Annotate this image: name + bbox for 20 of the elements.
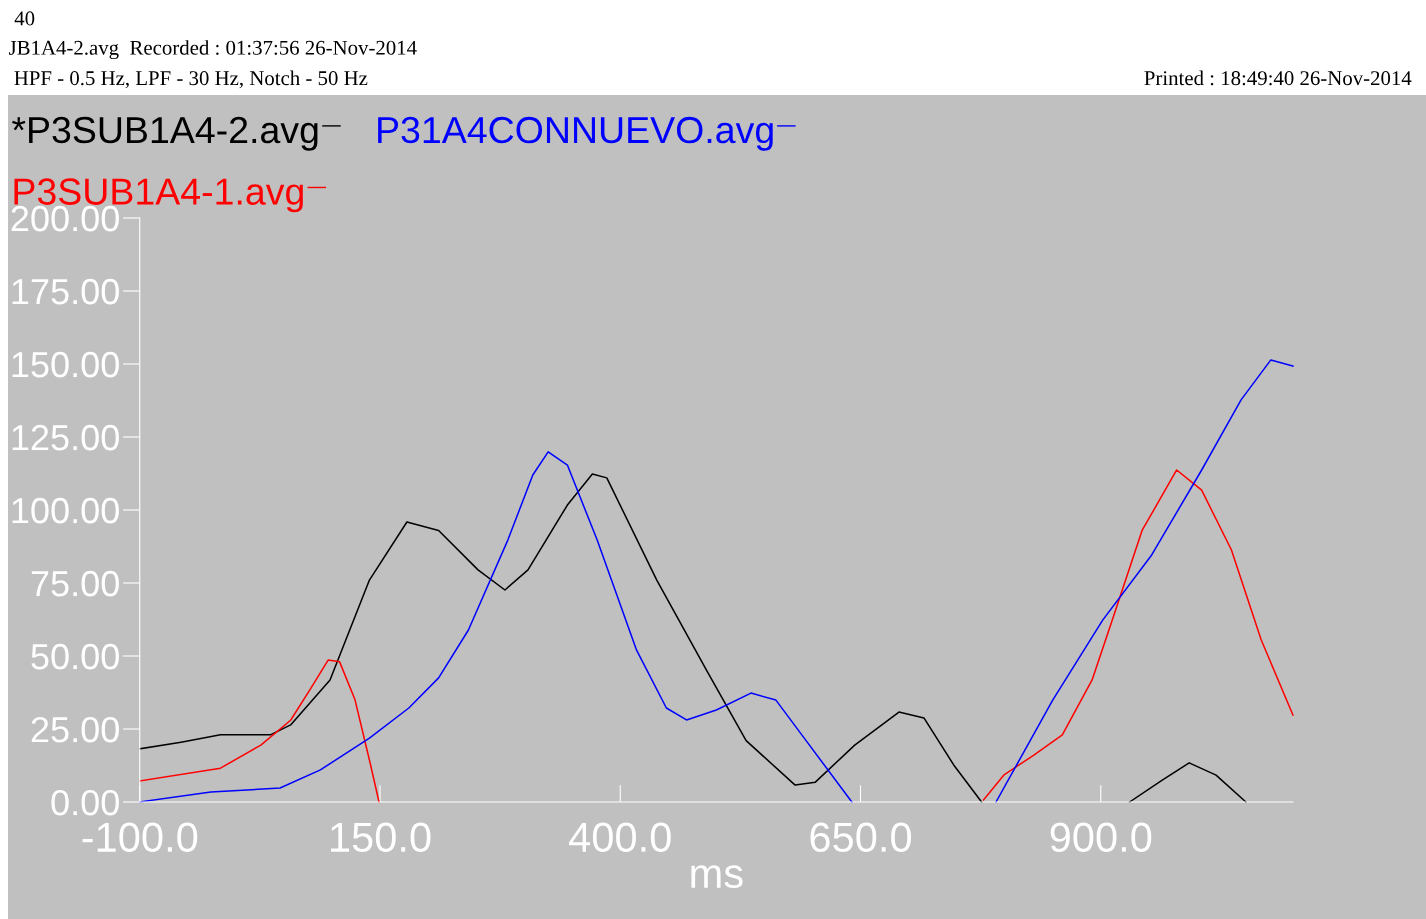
y-tick-label: 50.00 [31, 643, 119, 670]
x-tick-label: 400.0 [569, 822, 671, 853]
x-axis-title: ms [691, 865, 743, 889]
y-tick-label: 0.00 [51, 789, 119, 816]
y-tick-label: 125.00 [12, 424, 119, 451]
y-tick-label: 75.00 [31, 570, 119, 597]
text: Printed : 18:49:40 26-Nov-2014 [1144, 70, 1412, 86]
legend-label: P31A4CONNUEVO.avg [378, 116, 773, 151]
y-tick-label: 100.00 [12, 497, 119, 524]
x-tick-label: 900.0 [1050, 822, 1152, 853]
y-tick-label: 175.00 [12, 278, 119, 305]
text: 40 [14, 11, 35, 26]
y-tick-label: 25.00 [31, 716, 119, 743]
x-tick-label: 150.0 [331, 822, 431, 853]
x-tick-label: 650.0 [810, 822, 912, 853]
text: HPF - 0.5 Hz, LPF - 30 Hz, Notch - 50 Hz [14, 70, 368, 89]
y-tick-label: 150.00 [12, 351, 119, 378]
legend-label: *P3SUB1A4-2.avg [12, 116, 318, 151]
x-tick-label: -100.0 [82, 822, 198, 853]
text: JB1A4-2.avg Recorded : 01:37:56 26-Nov-2014 [8, 40, 417, 60]
